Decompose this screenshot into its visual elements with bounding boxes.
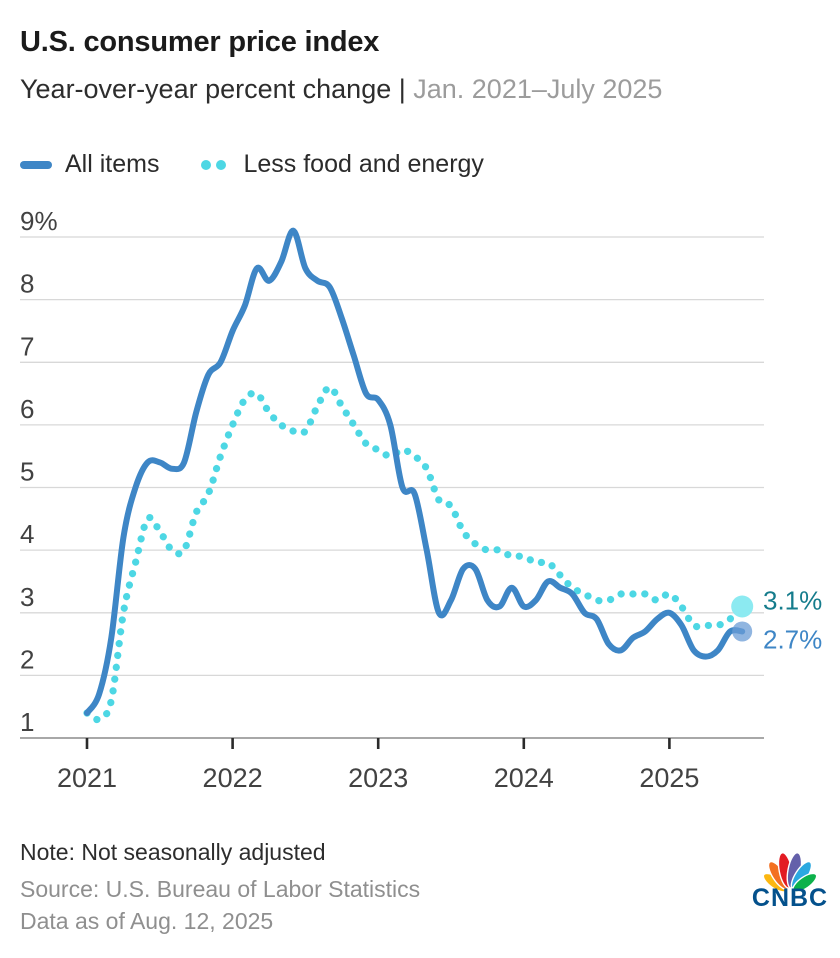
peacock-icon [762, 852, 818, 893]
x-axis-label: 2022 [203, 763, 263, 793]
series-line-less-food-and-energy [83, 383, 746, 724]
cnbc-wordmark: CNBC [752, 884, 828, 910]
y-axis-label: 7 [20, 331, 34, 361]
y-axis-label: 5 [20, 457, 34, 487]
peacock-feather [792, 872, 818, 893]
subtitle-date-range: Jan. 2021–July 2025 [405, 74, 663, 104]
y-axis-label: 2 [20, 644, 34, 674]
x-axis-label: 2024 [494, 763, 554, 793]
y-axis-label: 3 [20, 582, 34, 612]
cnbc-logo: CNBC [752, 852, 828, 910]
y-axis-label: 8 [20, 269, 34, 299]
chart-legend: All items Less food and energy [20, 150, 484, 179]
data-as-of-label: Data as of Aug. 12, 2025 [20, 908, 274, 934]
legend-label-all-items: All items [65, 150, 160, 178]
page-title: U.S. consumer price index [20, 26, 380, 58]
end-marker-less-food-and-energy [731, 595, 754, 618]
x-axis-label: 2025 [639, 763, 699, 793]
x-axis-label: 2023 [348, 763, 408, 793]
y-axis-label: 9% [20, 206, 58, 236]
chart-note: Note: Not seasonally adjusted [20, 839, 326, 865]
less-food-energy-dots-swatch [201, 159, 227, 170]
end-marker-all-items [732, 621, 753, 642]
legend-dot-icon [201, 159, 212, 170]
legend-dot-icon [216, 159, 227, 170]
chart-source: Source: U.S. Bureau of Labor Statistics [20, 876, 421, 902]
y-axis-label: 1 [20, 707, 34, 737]
chart-subtitle: Year-over-year percent change | Jan. 202… [20, 74, 662, 105]
end-value-label: 3.1% [763, 586, 822, 616]
y-axis-label: 4 [20, 519, 34, 549]
cpi-line-chart: 9% 8 7 6 5 4 3 2 1 2021 2022 2023 2024 2025 2.7% 3.1% [20, 206, 822, 793]
subtitle-measure: Year-over-year percent change | [20, 74, 406, 104]
end-value-label: 2.7% [763, 625, 822, 655]
y-axis-label: 6 [20, 394, 34, 424]
all-items-line-swatch [20, 160, 52, 169]
series-line-all-items [84, 227, 746, 716]
x-axis-label: 2021 [57, 763, 117, 793]
legend-label-less-food-energy: Less food and energy [243, 150, 484, 178]
